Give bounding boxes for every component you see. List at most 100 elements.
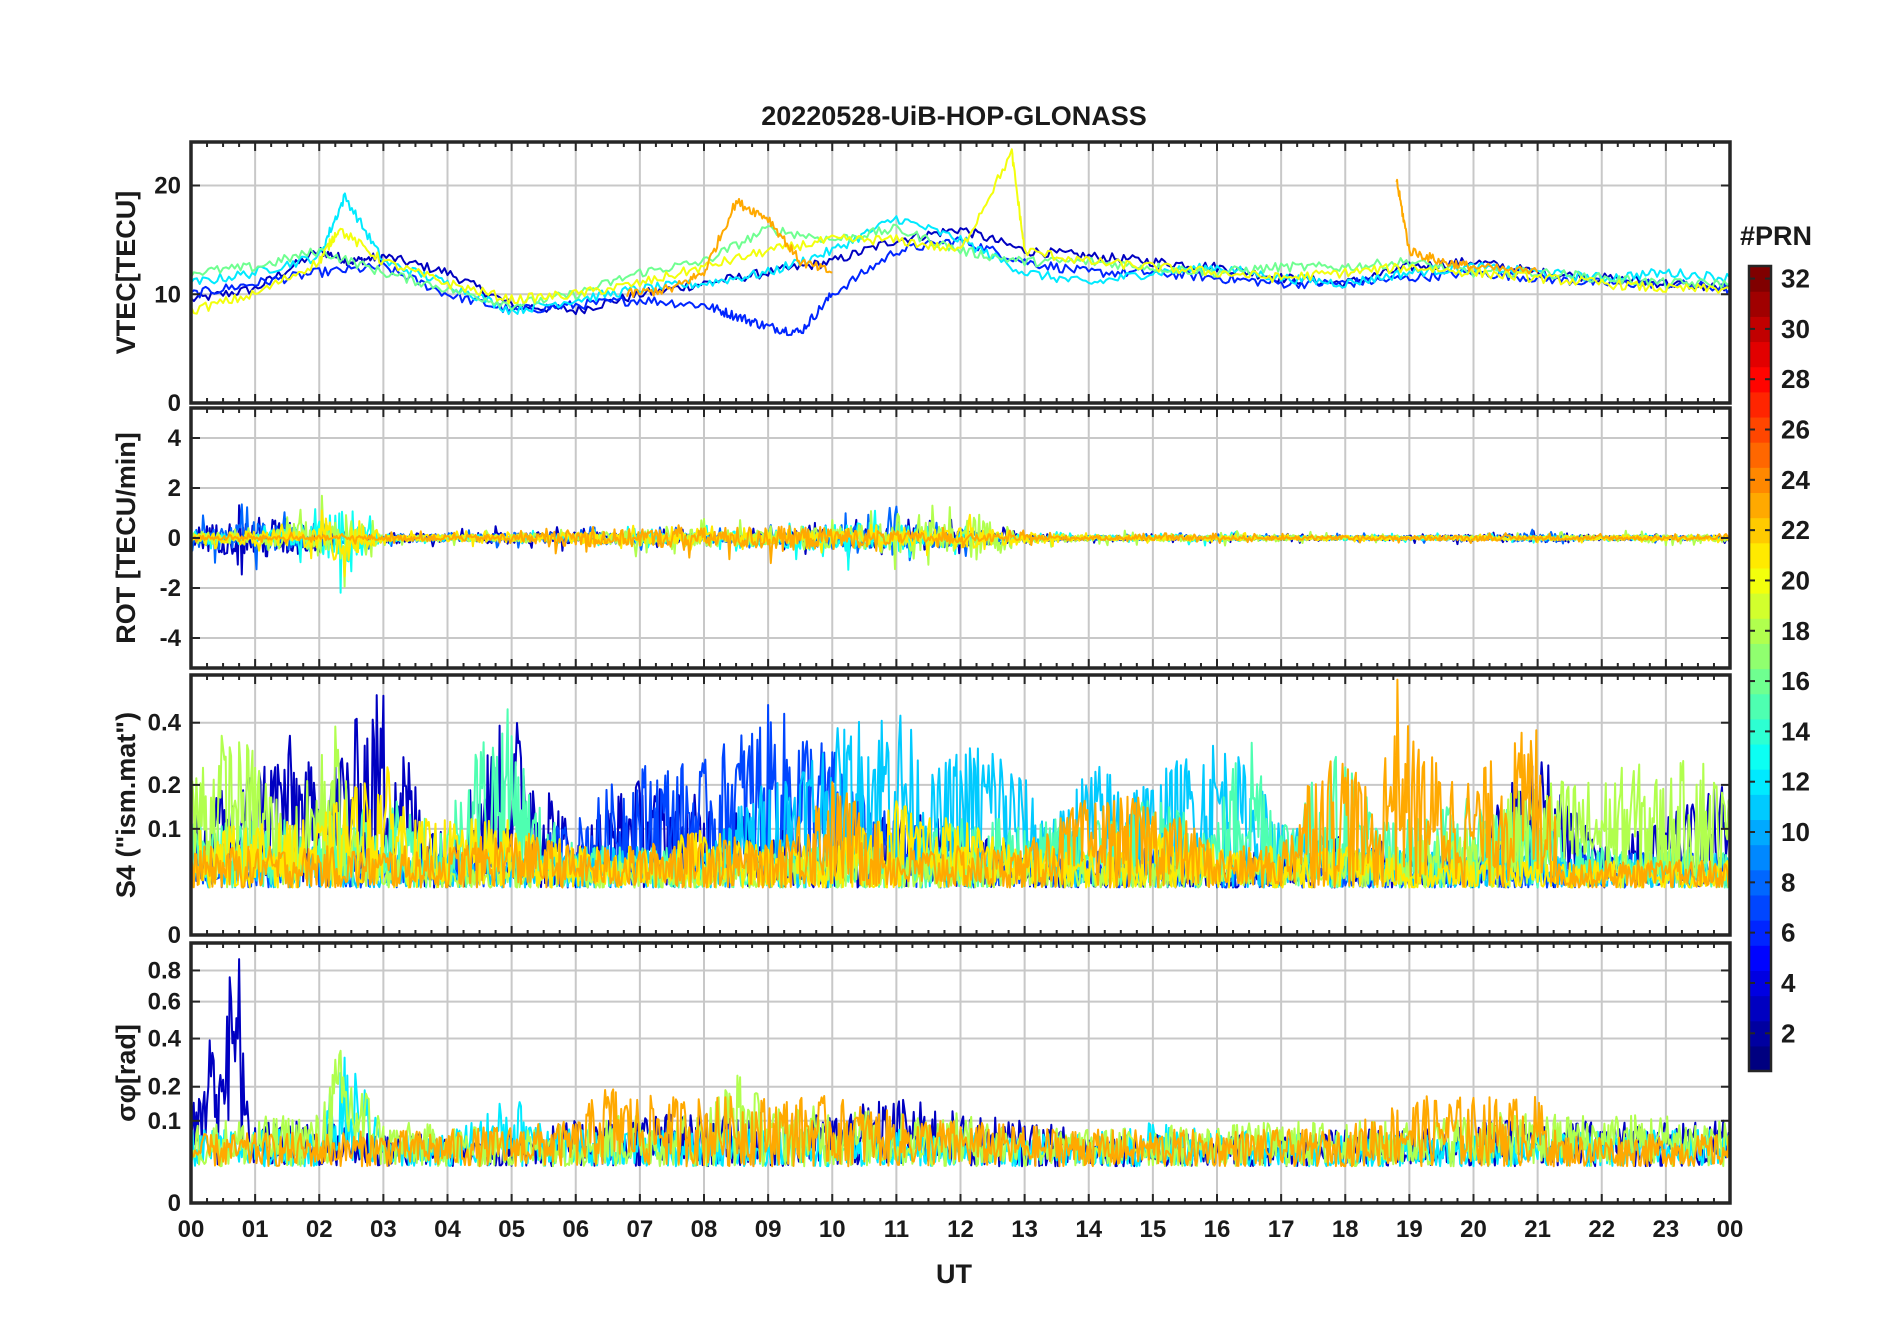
x-tick-label: 17: [1268, 1216, 1295, 1243]
y-tick-label: 20: [154, 173, 181, 200]
colorbar-segment: [1749, 341, 1771, 368]
colorbar-tick-label: 24: [1781, 465, 1810, 495]
series-prn-3: [191, 227, 1730, 316]
x-tick-label: 20: [1460, 1216, 1487, 1243]
x-axis-label: UT: [936, 1259, 972, 1289]
colorbar-segment: [1749, 492, 1771, 519]
y-tick-label: 10: [154, 281, 181, 308]
series-prn-23: [191, 678, 1730, 889]
colorbar-frame: [1747, 264, 1773, 1073]
colorbar-tick-label: 26: [1781, 415, 1810, 445]
colorbar-segment: [1749, 769, 1771, 795]
colorbar-tick-label: 22: [1781, 515, 1810, 545]
colorbar-segment: [1749, 743, 1771, 770]
series-prn-16: [191, 223, 1730, 311]
chart-title: 20220528-UiB-HOP-GLONASS: [761, 101, 1147, 131]
colorbar-tick-label: 30: [1781, 314, 1810, 344]
colorbar-tick-label: 8: [1781, 867, 1795, 897]
colorbar-tick-label: 16: [1781, 666, 1810, 696]
x-tick-label: 22: [1588, 1216, 1615, 1243]
colorbar-segment: [1749, 517, 1771, 544]
x-tick-label: 09: [755, 1216, 782, 1243]
x-tick-label: 19: [1396, 1216, 1423, 1243]
x-tick-label: 12: [947, 1216, 974, 1243]
x-tick-label: 00: [178, 1216, 205, 1243]
x-tick-label: 01: [242, 1216, 269, 1243]
traces-vtec: [191, 148, 1730, 337]
colorbar-segment: [1749, 1045, 1771, 1072]
y-axis-label-rot: ROT [TECU/min]: [111, 432, 141, 643]
colorbar-segment: [1749, 266, 1771, 292]
colorbar-tick-label: 32: [1781, 264, 1810, 294]
y-tick-label: 0.4: [148, 710, 182, 737]
colorbar-tick-label: 2: [1781, 1018, 1795, 1048]
y-tick-label: 0: [168, 525, 181, 552]
colorbar-tick-label: 18: [1781, 616, 1810, 646]
x-tick-label: 23: [1653, 1216, 1680, 1243]
colorbar-segment: [1749, 643, 1771, 670]
y-tick-label: 0.4: [148, 1026, 182, 1053]
colorbar-segment: [1749, 920, 1771, 946]
colorbar-segment: [1749, 542, 1771, 569]
series-prn-11: [191, 714, 1730, 889]
colorbar-tick-label: 10: [1781, 817, 1810, 847]
x-tick-label: 18: [1332, 1216, 1359, 1243]
y-tick-label: 0.2: [148, 1074, 181, 1101]
colorbar-segment: [1749, 391, 1771, 418]
y-tick-label: 2: [168, 475, 181, 502]
y-tick-label: -2: [160, 575, 181, 602]
colorbar-title: #PRN: [1740, 221, 1812, 251]
series-prn-23: [191, 1088, 1730, 1168]
colorbar-segment: [1749, 442, 1771, 468]
x-tick-label: 03: [370, 1216, 397, 1243]
series-prn-23: [191, 524, 1730, 565]
colorbar-segment: [1749, 794, 1771, 821]
colorbar-segment: [1749, 970, 1771, 997]
colorbar-segment: [1749, 718, 1771, 745]
y-tick-label: 0.6: [148, 989, 181, 1016]
colorbar-tick-label: 4: [1781, 968, 1796, 998]
x-tick-label: 06: [562, 1216, 589, 1243]
y-tick-label: 4: [168, 425, 182, 452]
colorbar-segment: [1749, 291, 1771, 317]
x-tick-label: 02: [306, 1216, 333, 1243]
traces-s4: [191, 678, 1730, 889]
x-tick-label: 00: [1717, 1216, 1744, 1243]
y-tick-label: 0: [168, 390, 181, 417]
x-tick-label: 10: [819, 1216, 846, 1243]
colorbar-tick-label: 20: [1781, 565, 1810, 595]
colorbar-segment: [1749, 316, 1771, 343]
series-prn-23: [1395, 178, 1539, 275]
panel-sigphi: 0 0.1 0.2 0.4 0.6 0.8 σφ[rad]: [111, 941, 1732, 1217]
colorbar-segment: [1749, 366, 1771, 393]
x-tick-label: 13: [1011, 1216, 1038, 1243]
series-prn-23: [626, 198, 833, 298]
colorbar-tick-label: 14: [1781, 716, 1810, 746]
y-axis-label-sigphi: σφ[rad]: [111, 1024, 141, 1122]
colorbar-tick-label: 28: [1781, 364, 1810, 394]
y-axis-label-vtec: VTEC[TECU]: [111, 191, 141, 355]
colorbar-segment: [1749, 467, 1771, 494]
y-tick-label: 0: [168, 1190, 181, 1217]
panel-rot: -4 -2 0 2 4 ROT [TECU/min]: [111, 406, 1732, 670]
y-tick-label: -4: [160, 625, 182, 652]
colorbar-segment: [1749, 995, 1771, 1022]
x-tick-label: 14: [1075, 1216, 1102, 1243]
x-tick-label: 16: [1204, 1216, 1231, 1243]
colorbar-segment: [1749, 693, 1771, 720]
traces-sigphi: [191, 958, 1730, 1168]
colorbar-segment: [1749, 1020, 1771, 1047]
colorbar-tick-label: 6: [1781, 918, 1795, 948]
series-prn-20: [191, 148, 1730, 315]
x-tick-label: 08: [691, 1216, 718, 1243]
colorbar-segment: [1749, 618, 1771, 644]
x-tick-label: 04: [434, 1216, 461, 1243]
colorbar-segment: [1749, 945, 1771, 971]
y-tick-label: 0.1: [148, 816, 181, 843]
y-tick-label: 0: [168, 922, 181, 949]
colorbar-segment: [1749, 567, 1771, 594]
colorbar-segment: [1749, 894, 1771, 921]
colorbar-segment: [1749, 668, 1771, 695]
